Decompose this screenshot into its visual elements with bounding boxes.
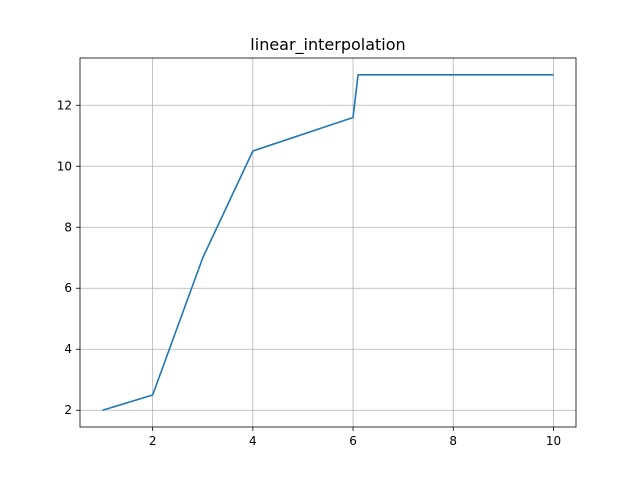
series-layer [102,73,554,411]
x-tick-label: 6 [349,434,357,448]
y-tick-label: 12 [57,98,72,112]
plot-frame [79,57,577,428]
y-axis-ticks: 2 4 6 8 10 12 [57,98,80,417]
y-tick-label: 10 [57,159,72,173]
y-tick-label: 2 [64,403,72,417]
x-tick-label: 4 [249,434,257,448]
x-axis-ticks: 2 4 6 8 10 [149,427,561,448]
grid [80,58,576,427]
x-tick-label: 10 [546,434,561,448]
chart-title: linear_interpolation [250,35,405,55]
y-tick-label: 6 [64,281,72,295]
y-tick-label: 8 [64,220,72,234]
x-tick-label: 8 [449,434,457,448]
y-tick-label: 4 [64,342,72,356]
x-tick-label: 2 [149,434,157,448]
series-line [102,73,554,411]
